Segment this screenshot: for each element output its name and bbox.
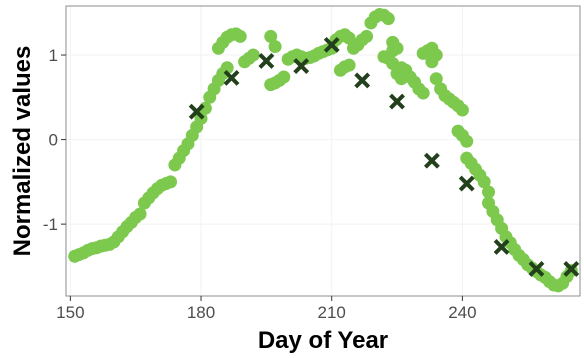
- data-point-dot: [390, 41, 404, 55]
- data-point-dot: [416, 86, 430, 100]
- x-axis-title: Day of Year: [258, 327, 388, 354]
- data-point-x-marker: [323, 36, 340, 53]
- data-point-dot: [482, 185, 496, 199]
- data-point-dot: [360, 29, 374, 43]
- data-point-x-marker: [258, 53, 275, 69]
- x-axis: 150 180 210 240: [56, 296, 477, 322]
- data-point-dot: [246, 48, 260, 62]
- data-point-dot: [425, 55, 439, 69]
- y-tick-label: 0: [49, 131, 58, 150]
- data-point-dot: [277, 70, 291, 84]
- data-point-x-marker: [354, 72, 371, 89]
- data-point-dot: [460, 134, 474, 148]
- y-tick-label: 1: [49, 46, 58, 65]
- data-point-x-marker: [528, 261, 545, 277]
- x-marker-series: [188, 36, 580, 277]
- panel-border: [65, 5, 581, 297]
- x-tick-label: 180: [187, 303, 215, 322]
- data-point-dot: [381, 12, 395, 26]
- data-point-dot: [455, 103, 469, 117]
- data-point-x-marker: [563, 261, 580, 277]
- data-point-dot: [477, 175, 491, 189]
- data-point-x-marker: [389, 93, 405, 110]
- data-point-dot: [429, 72, 443, 86]
- y-axis-title: Normalized values: [9, 46, 36, 257]
- data-point-x-marker: [293, 58, 310, 74]
- data-point-dot: [342, 58, 356, 72]
- data-point-x-marker: [493, 239, 510, 255]
- data-point-x-marker: [458, 175, 475, 192]
- data-point-dot: [264, 29, 278, 43]
- data-point-x-marker: [223, 69, 240, 86]
- x-tick-label: 240: [448, 303, 476, 322]
- data-point-x-marker: [188, 103, 205, 120]
- data-point-dot: [133, 207, 147, 221]
- data-point-dot: [233, 29, 247, 43]
- y-tick-label: -1: [43, 215, 58, 234]
- dot-series: [68, 7, 578, 293]
- data-point-dot: [220, 61, 234, 75]
- x-tick-label: 210: [318, 303, 346, 322]
- data-point-dot: [268, 40, 282, 54]
- x-tick-label: 150: [56, 303, 84, 322]
- y-axis: -1 0 1: [43, 46, 66, 234]
- data-point-x-marker: [423, 152, 440, 169]
- data-point-dot: [164, 175, 178, 189]
